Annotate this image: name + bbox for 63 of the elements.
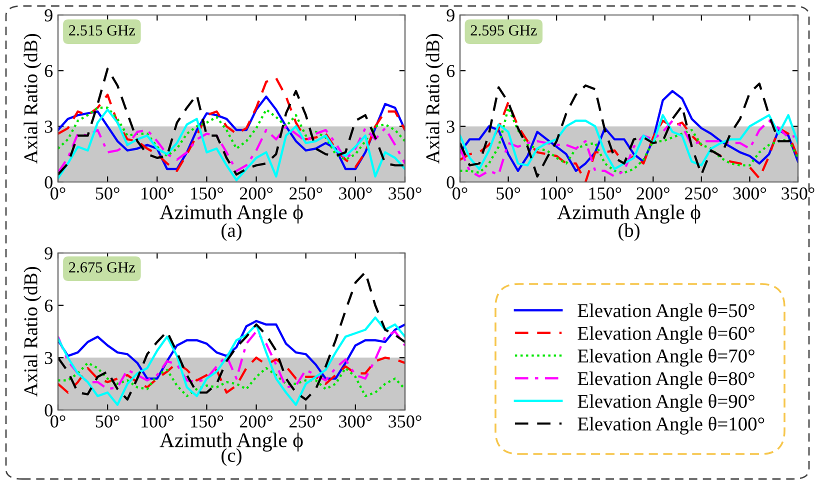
- x-tick-label: 50°: [96, 415, 120, 428]
- text: (b): [618, 223, 640, 241]
- x-tick-label: 250°: [290, 415, 322, 428]
- line-series: [58, 320, 405, 380]
- y-tick-label: 6: [446, 64, 455, 78]
- y-tick-label: 3: [44, 352, 52, 364]
- y-tick-label: 6: [44, 64, 53, 78]
- legend-label: Elevation Angle θ=70°: [578, 348, 754, 367]
- y-tick-label: 9: [44, 247, 52, 260]
- x-tick-label: 200°: [240, 187, 273, 200]
- y-axis-title: Axial Ratio (dB): [24, 267, 42, 397]
- line-series: [58, 106, 405, 161]
- x-tick-label: 0°: [50, 415, 66, 428]
- x-tick-label: 50°: [496, 187, 520, 200]
- y-tick-label: 6: [44, 300, 53, 312]
- x-tick-label: 150°: [589, 187, 622, 200]
- y-tick-label: 9: [44, 9, 52, 22]
- annotation: 2.595 GHz: [470, 25, 537, 36]
- x-tick-label: 150°: [191, 187, 223, 200]
- x-tick-label: 50°: [96, 187, 120, 200]
- x-tick-label: 100°: [541, 187, 573, 200]
- x-tick-label: 100°: [142, 187, 174, 200]
- y-axis-title: Axial Ratio (dB): [24, 34, 42, 164]
- x-tick-label: 150°: [191, 415, 223, 428]
- x-tick-label: 300°: [339, 187, 372, 200]
- annotation: 2.675 GHz: [69, 262, 136, 273]
- x-tick-label: 100°: [142, 415, 174, 428]
- x-tick-label: 300°: [733, 187, 766, 200]
- y-tick-label: 0: [44, 176, 52, 188]
- line-series: [460, 106, 798, 174]
- line-series: [58, 316, 405, 406]
- x-axis-title: Azimuth Angle ϕ: [557, 204, 700, 224]
- y-tick-label: 0: [446, 176, 454, 188]
- line-series: [58, 362, 405, 398]
- annotation: 2.515 GHz: [69, 25, 136, 36]
- y-tick-label: 9: [446, 9, 454, 22]
- x-tick-label: 250°: [685, 187, 718, 200]
- x-tick-label: 0°: [50, 187, 66, 200]
- x-tick-label: 0°: [452, 187, 468, 200]
- y-tick-label: 3: [44, 120, 52, 133]
- line-series: [460, 114, 798, 170]
- legend-label: Elevation Angle θ=90°: [578, 394, 754, 412]
- x-tick-label: 200°: [240, 415, 273, 428]
- x-tick-label: 250°: [290, 187, 322, 200]
- line-series: [460, 120, 798, 178]
- x-tick-label: 350°: [388, 187, 422, 200]
- y-axis-title: Axial Ratio (dB): [426, 34, 444, 164]
- legend-label: Elevation Angle θ=100°: [578, 416, 764, 435]
- x-axis-title: Azimuth Angle ϕ: [160, 204, 303, 224]
- line-series: [58, 330, 405, 390]
- x-tick-label: 350°: [388, 415, 422, 428]
- y-tick-label: 0: [44, 404, 52, 416]
- line-series: [58, 356, 405, 394]
- x-tick-label: 200°: [636, 187, 670, 200]
- x-tick-label: 300°: [339, 415, 372, 428]
- legend-label: Elevation Angle θ=50°: [578, 303, 754, 322]
- x-tick-label: 350°: [782, 187, 814, 200]
- legend-label: Elevation Angle θ=80°: [578, 371, 754, 390]
- text: (a): [222, 223, 242, 241]
- line-series: [58, 125, 405, 174]
- legend-label: Elevation Angle θ=60°: [578, 326, 754, 344]
- y-tick-label: 3: [446, 120, 454, 133]
- line-series: [58, 96, 405, 170]
